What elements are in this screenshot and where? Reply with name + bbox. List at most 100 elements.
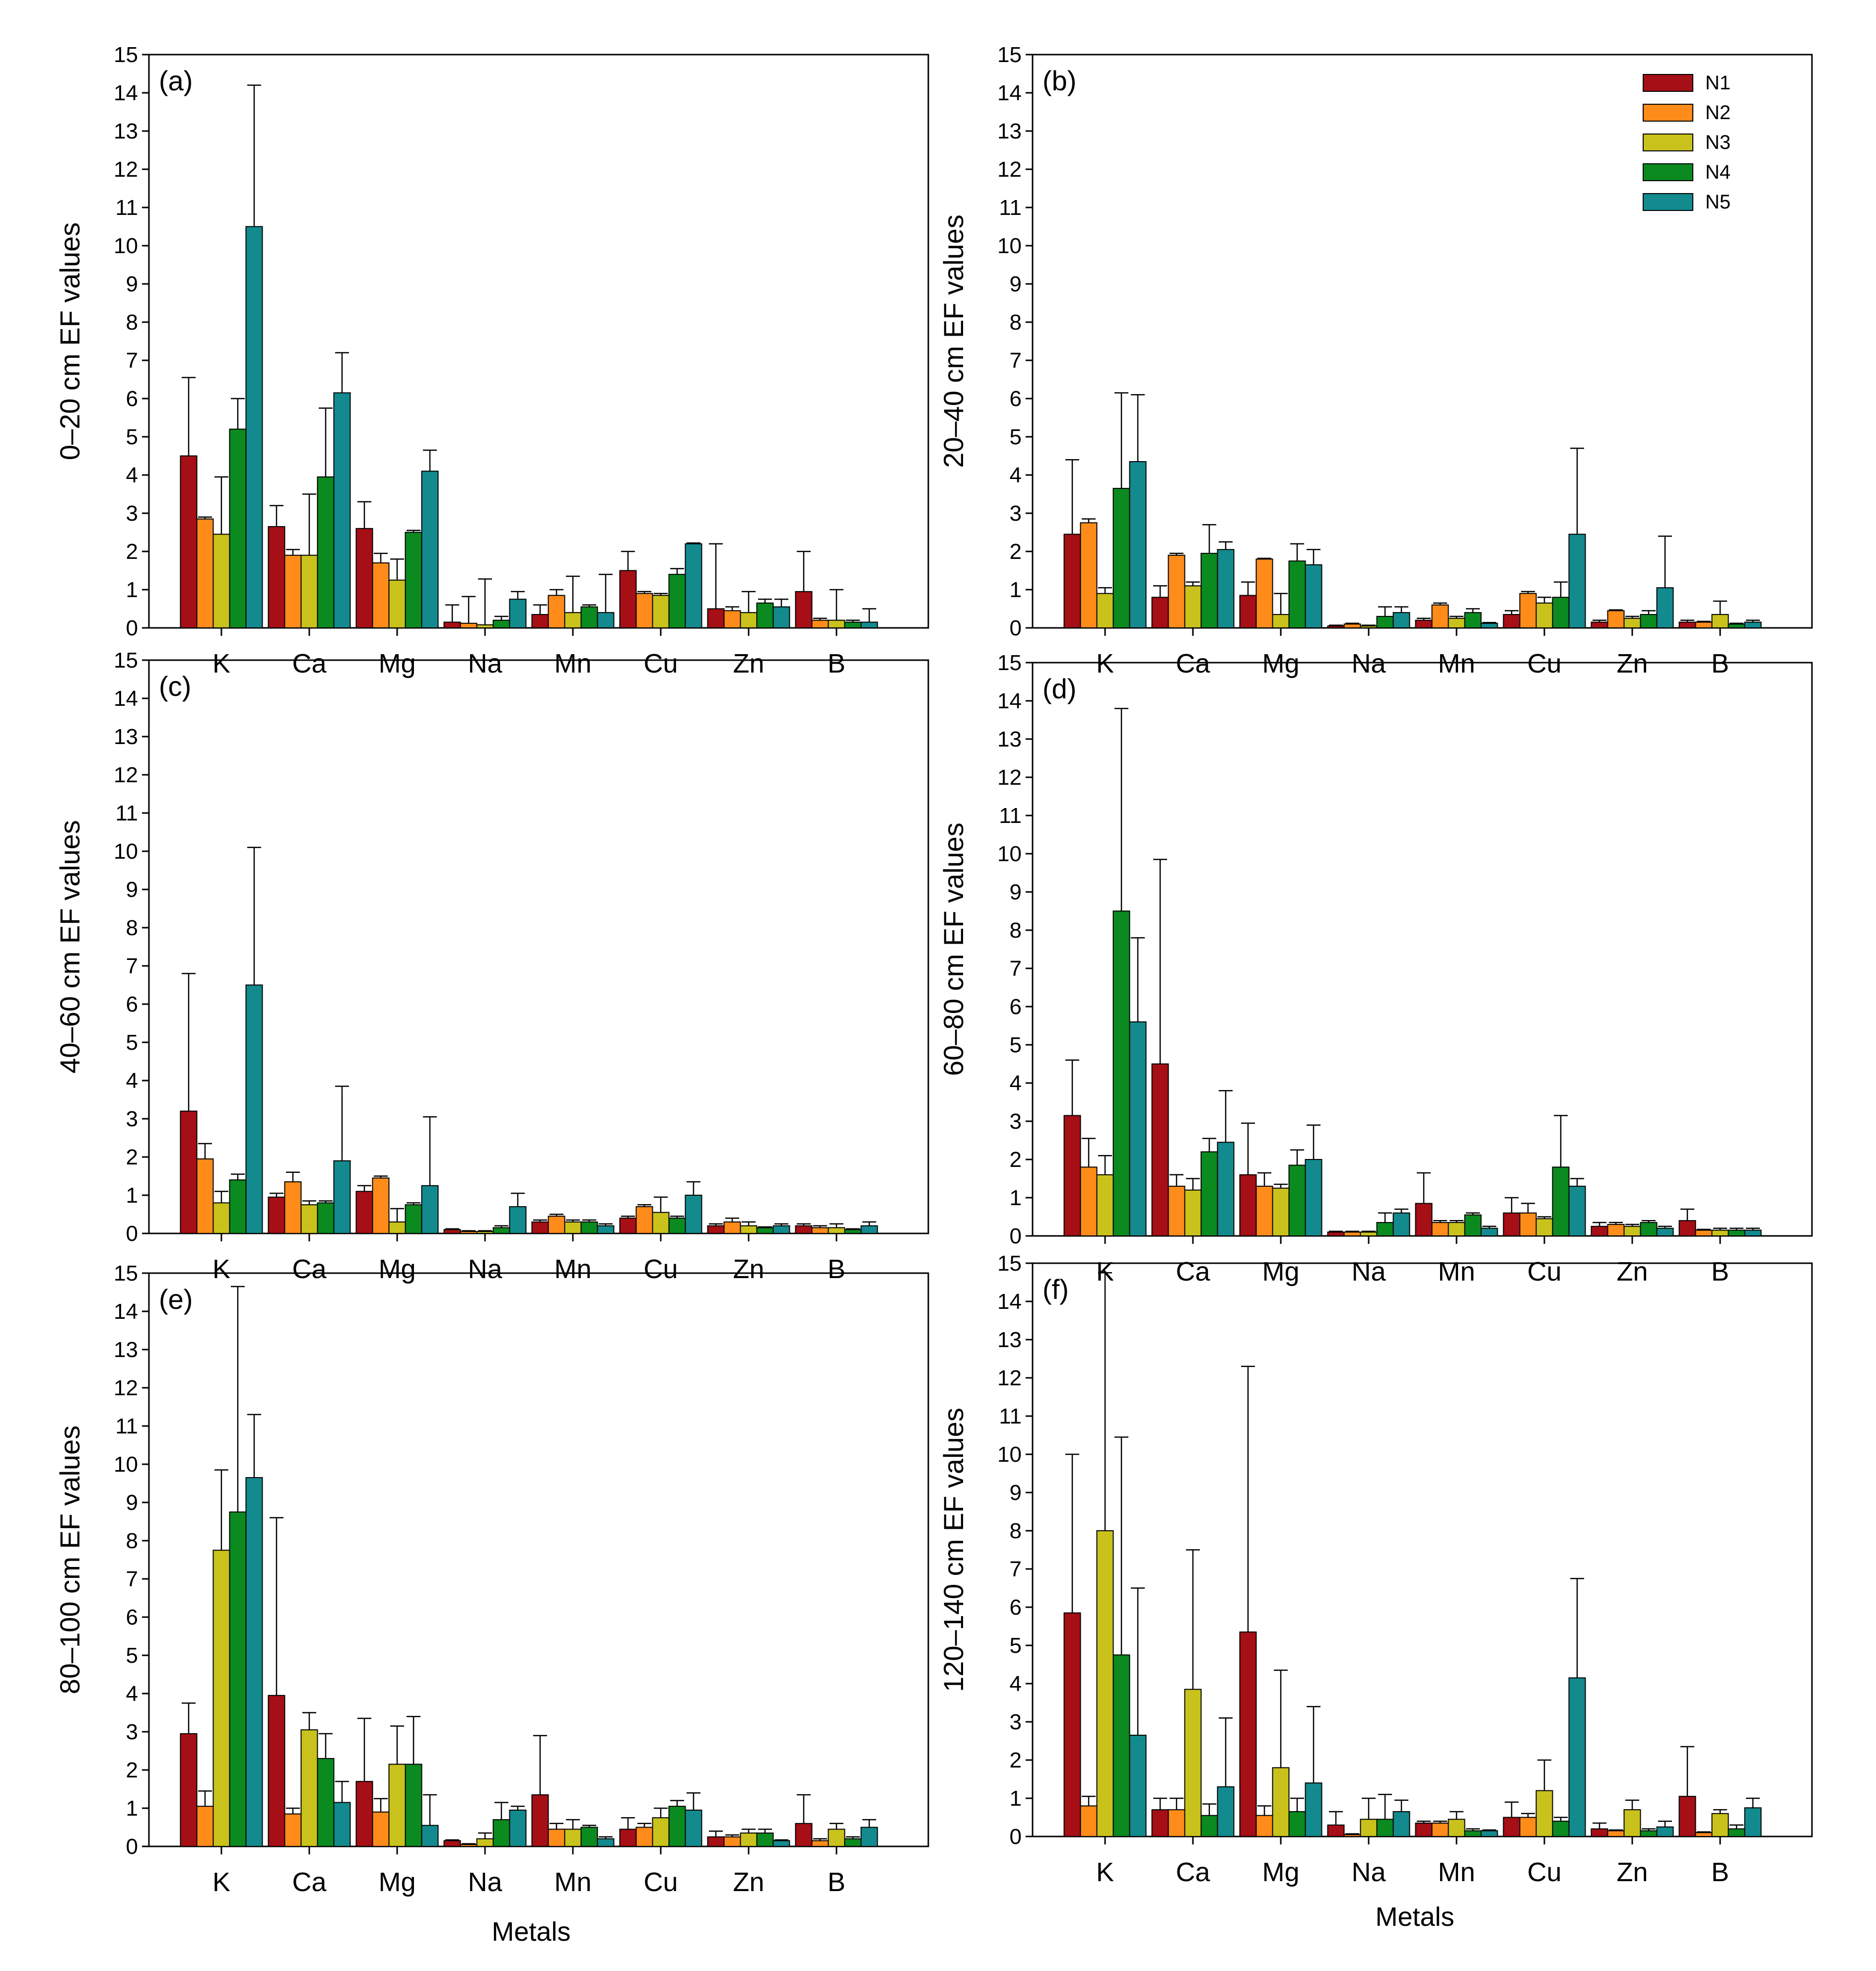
x-tick-label: Mg	[378, 649, 416, 679]
bar-n3-zn	[1623, 1809, 1641, 1837]
plot-frame	[1032, 1262, 1813, 1837]
y-tick-label: 3	[1010, 501, 1022, 526]
bar-n5-cu	[1568, 1677, 1586, 1837]
bar-n1-cu	[619, 1218, 637, 1234]
bar-n2-na	[460, 622, 478, 629]
bar-n1-mg	[1239, 1174, 1257, 1237]
bar-n2-mg	[372, 1177, 390, 1234]
bar-n1-mn	[531, 1794, 549, 1847]
y-tick-label: 11	[999, 1404, 1022, 1428]
bar-n4-na	[492, 1227, 510, 1234]
x-tick-label: K	[212, 1867, 230, 1897]
bar-n1-b	[795, 1823, 813, 1847]
bar-n5-zn	[1656, 587, 1674, 629]
x-tick-label: B	[828, 1254, 845, 1284]
bar-n4-k	[1112, 487, 1130, 628]
bar-n4-na	[1376, 615, 1394, 629]
y-tick-label: 0	[1010, 616, 1022, 640]
bar-n5-k	[1129, 1734, 1147, 1837]
legend-swatch-n2	[1643, 104, 1693, 122]
bar-n5-b	[860, 621, 878, 628]
bar-n1-mn	[531, 614, 549, 629]
bar-n2-mg	[372, 1811, 390, 1847]
bar-n4-ca	[317, 1758, 335, 1847]
plot-frame	[148, 54, 929, 629]
y-tick-label: 15	[997, 651, 1022, 675]
y-tick-label: 3	[126, 501, 138, 526]
bar-n3-mn	[1448, 1819, 1465, 1837]
bar-n5-b	[1744, 621, 1762, 628]
bar-n5-zn	[772, 606, 790, 629]
y-tick-label: 4	[126, 1682, 138, 1706]
bar-n4-mn	[1464, 1830, 1482, 1837]
y-tick-label: 8	[126, 310, 138, 335]
y-tick-label: 5	[126, 425, 138, 449]
bar-n4-cu	[1552, 1821, 1570, 1837]
bar-n2-mg	[1255, 558, 1273, 629]
y-tick-label: 5	[126, 1643, 138, 1668]
y-tick-label: 11	[115, 1414, 138, 1438]
x-tick-label: Zn	[733, 1867, 764, 1897]
bar-n3-mg	[1272, 1187, 1290, 1236]
bar-n2-b	[811, 1840, 829, 1847]
bar-n3-zn	[740, 1225, 758, 1234]
legend-label-n2: N2	[1705, 102, 1731, 124]
bar-n2-zn	[1607, 1830, 1625, 1837]
bar-n4-zn	[756, 602, 774, 628]
bar-n2-zn	[723, 1221, 741, 1234]
bar-n3-k	[1096, 1530, 1114, 1837]
y-tick-label: 11	[115, 196, 138, 220]
y-tick-label: 13	[997, 1328, 1022, 1352]
x-tick-label: Na	[1351, 1857, 1386, 1887]
bar-n1-b	[1678, 1220, 1696, 1236]
y-tick-label: 6	[1010, 387, 1022, 411]
y-tick-label: 8	[1010, 1519, 1022, 1543]
bar-n4-mn	[580, 606, 598, 629]
bar-n1-zn	[707, 1836, 725, 1847]
bar-n1-zn	[1591, 1828, 1608, 1837]
legend-label-n3: N3	[1705, 132, 1731, 153]
bar-n1-na	[1327, 1231, 1345, 1237]
bar-n5-b	[860, 1827, 878, 1847]
y-tick-label: 3	[1010, 1710, 1022, 1734]
y-tick-label: 6	[126, 992, 138, 1017]
plot-frame	[148, 1272, 929, 1847]
bar-n4-zn	[1640, 1222, 1658, 1237]
y-tick-label: 15	[114, 648, 138, 673]
bar-n2-na	[1343, 623, 1361, 629]
bar-n3-cu	[652, 1817, 670, 1847]
x-tick-label: Zn	[1616, 649, 1648, 679]
bar-n4-cu	[668, 574, 686, 628]
x-tick-label: Cu	[1527, 649, 1561, 679]
bar-n3-cu	[652, 1212, 670, 1234]
bar-n3-mn	[564, 612, 582, 628]
bar-n5-cu	[1568, 534, 1586, 628]
bar-n5-mn	[1480, 622, 1498, 629]
bar-n5-cu	[685, 543, 702, 628]
bar-n5-ca	[1217, 549, 1235, 629]
bar-n4-b	[1728, 1229, 1745, 1236]
panel-label: (a)	[159, 65, 193, 96]
x-tick-label: Mn	[1438, 1257, 1475, 1287]
bar-n1-mn	[1415, 619, 1433, 628]
y-tick-label: 2	[126, 1758, 138, 1782]
y-tick-label: 10	[997, 1442, 1022, 1467]
y-tick-label: 12	[997, 157, 1022, 182]
x-tick-label: B	[828, 1867, 845, 1897]
y-axis-title: 40–60 cm EF values	[54, 820, 85, 1073]
y-tick-label: 2	[126, 540, 138, 564]
bar-n2-mn	[1431, 1823, 1449, 1837]
y-tick-label: 7	[126, 954, 138, 978]
bar-n1-na	[443, 1229, 461, 1234]
bar-n5-ca	[1217, 1142, 1235, 1237]
y-tick-label: 11	[999, 804, 1022, 828]
bar-n3-k	[212, 1550, 230, 1847]
x-tick-label: B	[1711, 649, 1729, 679]
bar-n3-zn	[1623, 617, 1641, 628]
x-tick-label: Cu	[1527, 1257, 1561, 1287]
y-tick-label: 11	[999, 196, 1022, 220]
y-tick-label: 8	[1010, 310, 1022, 335]
bar-n1-k	[180, 1733, 198, 1847]
